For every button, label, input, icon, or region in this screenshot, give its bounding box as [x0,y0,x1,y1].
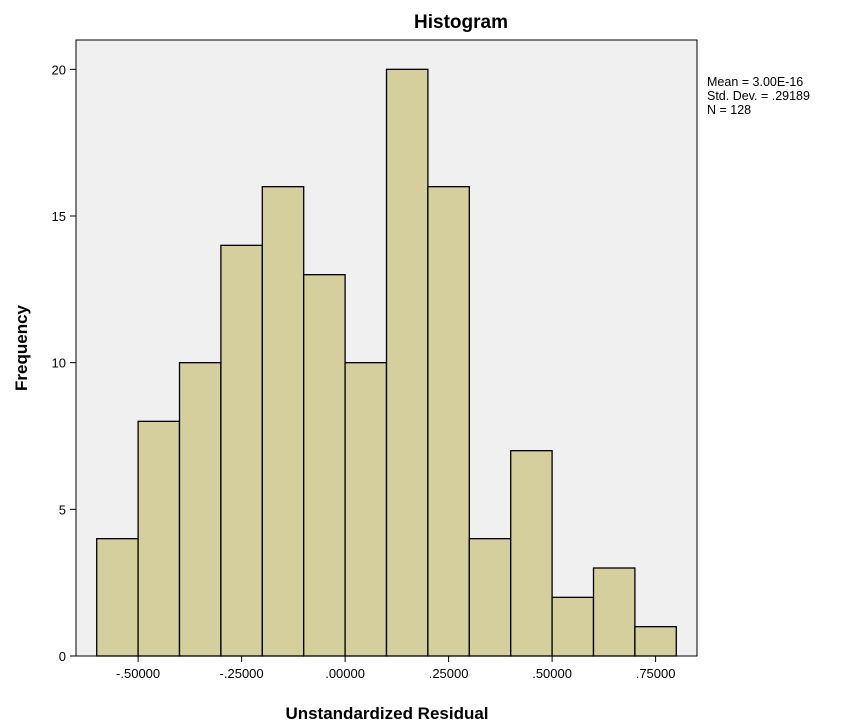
stat-std-dev: Std. Dev. = .29189 [707,89,810,103]
histogram-bar-3 [178,362,222,657]
chart-title: Histogram [414,12,508,33]
histogram-bar-2 [137,420,181,657]
histogram-bar-11 [510,450,553,657]
histogram-bar-1 [96,538,139,657]
x-tick-label-1: -.50000 [116,666,160,681]
histogram-bar-7 [344,362,388,657]
x-tick-label-4: .25000 [429,666,469,681]
y-axis-title: Frequency [12,304,31,391]
x-ticks-group: -.50000 -.25000 .00000 .25000 .50000 .75000 [116,656,675,681]
y-tick-label-1: 0 [59,649,66,664]
histogram-bar-9 [427,186,470,657]
stat-n: N = 128 [707,103,751,117]
x-tick-label-3: .00000 [325,666,365,681]
x-tick-label-5: .50000 [532,666,572,681]
plot-frame [75,39,698,657]
y-tick-label-3: 10 [52,356,66,371]
y-tick-label-5: 20 [52,62,66,77]
y-tick-label-2: 5 [59,502,66,517]
bars-group [96,68,677,657]
stat-mean: Mean = 3.00E-16 [707,75,803,89]
y-tick-label-4: 15 [52,209,66,224]
histogram-bar-13 [592,567,636,657]
histogram-bar-10 [468,538,512,657]
histogram-bar-14 [634,626,677,657]
histogram-bar-8 [385,68,429,657]
x-axis-title: Unstandardized Residual [285,704,488,723]
x-tick-label-2: -.25000 [220,666,264,681]
histogram-bar-6 [303,274,346,657]
y-ticks-group: 0 5 10 15 20 [52,62,76,664]
x-tick-label-6: .75000 [636,666,676,681]
histogram-bar-4 [220,244,263,657]
histogram-bar-5 [261,186,305,657]
histogram-bar-12 [551,596,595,657]
